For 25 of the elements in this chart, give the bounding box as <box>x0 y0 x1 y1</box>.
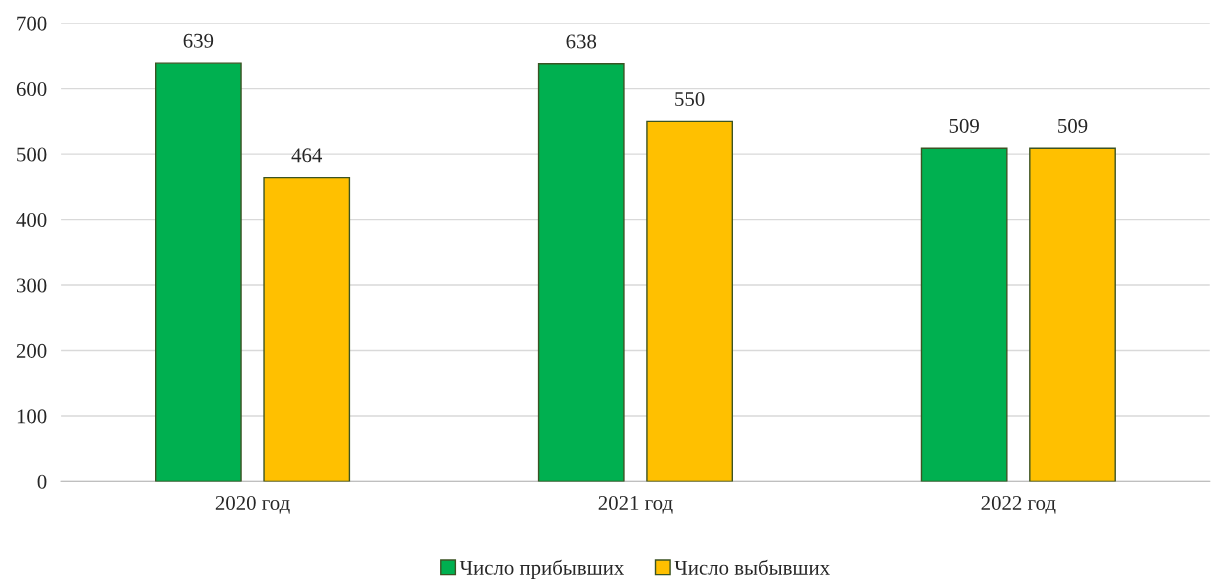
x-tick-label: 2022 год <box>981 495 1056 514</box>
legend-label: Число выбывших <box>674 559 830 575</box>
x-tick-label: 2020 год <box>215 495 290 514</box>
data-label: 509 <box>949 118 979 133</box>
y-tick-label: 100 <box>17 409 47 424</box>
data-label: 638 <box>566 34 597 49</box>
bar <box>537 63 625 482</box>
y-tick-label: 500 <box>17 147 47 162</box>
x-tick-label: 2021 год <box>598 495 673 514</box>
bar <box>646 120 734 482</box>
y-tick-label: 700 <box>17 16 47 31</box>
data-label: 509 <box>1058 118 1088 133</box>
legend-label: Число прибывших <box>459 559 624 580</box>
y-tick-label: 400 <box>16 212 47 227</box>
data-label: 639 <box>183 33 214 48</box>
data-label: 550 <box>675 91 705 107</box>
y-tick-label: 300 <box>16 278 47 293</box>
bar <box>1029 147 1116 482</box>
bar <box>920 147 1008 482</box>
data-label: 464 <box>291 148 323 163</box>
bar <box>263 176 351 482</box>
y-tick-label: 600 <box>16 82 47 97</box>
bar <box>154 62 242 482</box>
y-tick-label: 200 <box>16 343 47 358</box>
y-tick-label: 0 <box>37 474 47 489</box>
